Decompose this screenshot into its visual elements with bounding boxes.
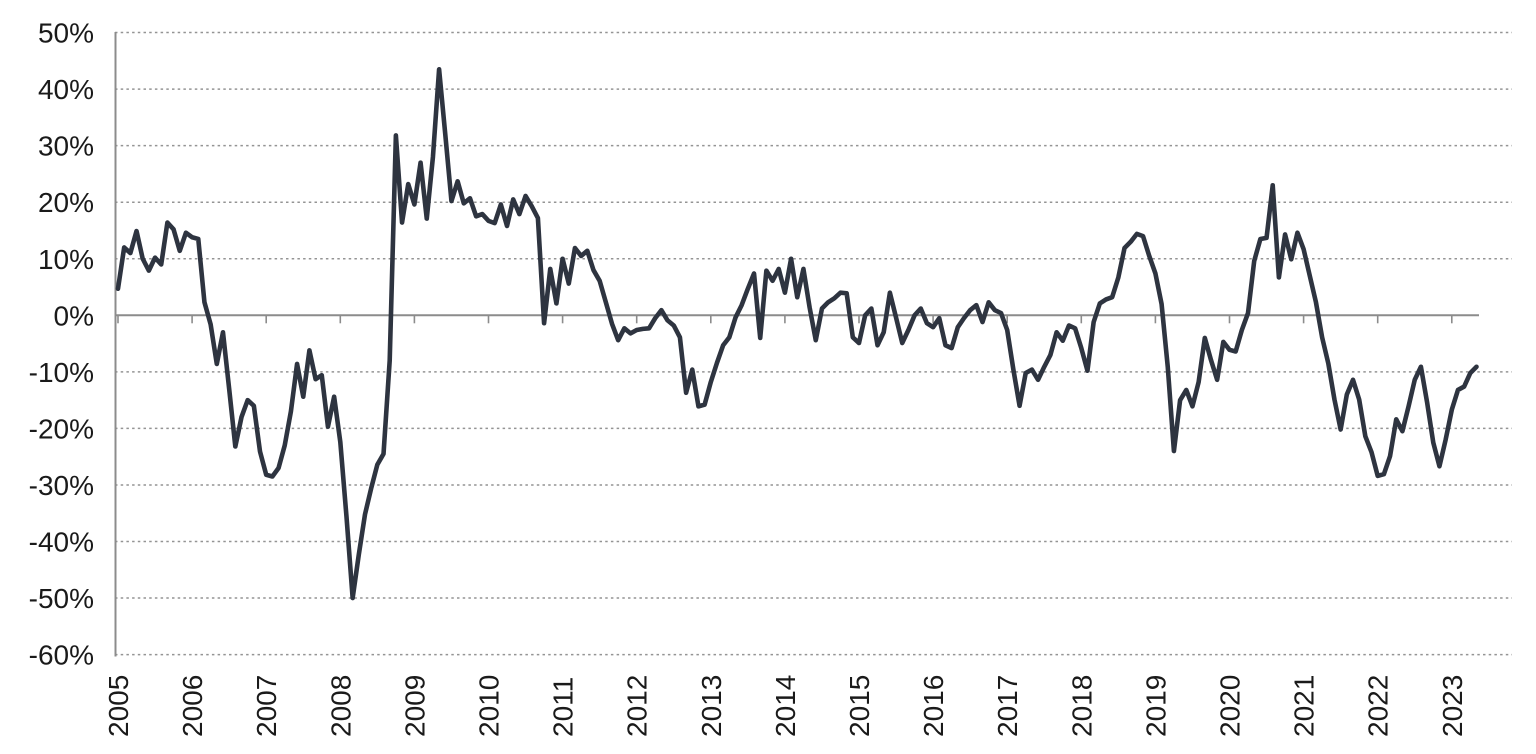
x-axis-label-2013: 2013: [696, 675, 727, 737]
x-axis-label-2018: 2018: [1066, 675, 1097, 737]
x-axis-label-2019: 2019: [1140, 675, 1171, 737]
y-axis-label-0pct: 0%: [54, 300, 94, 331]
y-axis-label--20pct: -20%: [29, 413, 94, 444]
y-axis-label-30pct: 30%: [38, 131, 94, 162]
x-axis-label-2007: 2007: [251, 675, 282, 737]
y-axis-label-50pct: 50%: [38, 18, 94, 49]
x-axis-label-2009: 2009: [399, 675, 430, 737]
y-axis-label-40pct: 40%: [38, 74, 94, 105]
x-axis-label-2017: 2017: [992, 675, 1023, 737]
x-axis-label-2016: 2016: [918, 675, 949, 737]
x-axis-label-2021: 2021: [1289, 675, 1320, 737]
x-axis-label-2022: 2022: [1363, 675, 1394, 737]
x-axis-label-2023: 2023: [1437, 675, 1468, 737]
x-axis-label-2014: 2014: [770, 675, 801, 737]
y-axis-label--30pct: -30%: [29, 470, 94, 501]
x-axis-label-2010: 2010: [474, 675, 505, 737]
x-axis-label-2006: 2006: [177, 675, 208, 737]
x-axis-label-2020: 2020: [1215, 675, 1246, 737]
x-axis-label-2015: 2015: [844, 675, 875, 737]
y-axis-label--40pct: -40%: [29, 527, 94, 558]
x-axis-label-2012: 2012: [622, 675, 653, 737]
y-axis-label--10pct: -10%: [29, 357, 94, 388]
x-axis-label-2005: 2005: [103, 675, 134, 737]
x-axis-label-2011: 2011: [548, 677, 579, 737]
y-axis-label-10pct: 10%: [38, 244, 94, 275]
y-axis-label--60pct: -60%: [29, 640, 94, 671]
y-axis-label--50pct: -50%: [29, 583, 94, 614]
y-axis-label-20pct: 20%: [38, 187, 94, 218]
x-axis-label-2008: 2008: [325, 675, 356, 737]
data-line: [115, 67, 1479, 601]
